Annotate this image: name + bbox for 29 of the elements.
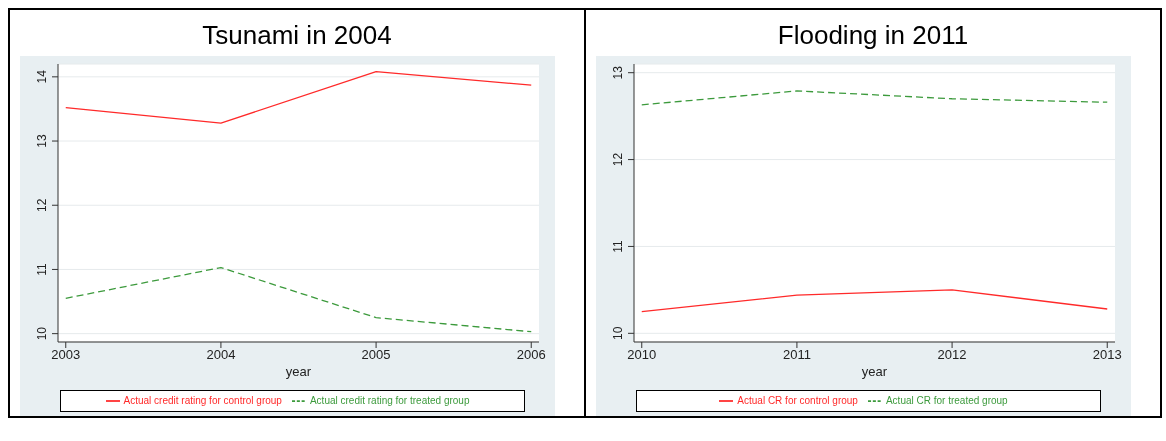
x-tick-label: 2003 xyxy=(51,347,81,363)
line-series xyxy=(65,71,532,124)
y-tick-label: 11 xyxy=(35,262,49,276)
y-tick-label: 11 xyxy=(611,239,625,253)
chart-title: Flooding in 2011 xyxy=(776,19,970,52)
legend-label: Actual CR for treated group xyxy=(885,394,1008,406)
x-tick-label: 2011 xyxy=(782,347,811,363)
legend-label: Actual CR for control group xyxy=(737,394,858,406)
x-tick-label: 2012 xyxy=(937,347,967,363)
x-axis-title: year xyxy=(861,364,888,379)
y-tick-label: 12 xyxy=(35,198,49,212)
x-axis-title: year xyxy=(285,364,312,379)
legend-label: Actual credit rating for control group xyxy=(123,394,282,406)
y-tick-label: 12 xyxy=(611,152,625,167)
line-series xyxy=(65,266,532,333)
line-series xyxy=(641,289,1108,313)
x-tick-label: 2010 xyxy=(627,347,657,363)
x-tick-label: 2013 xyxy=(1092,347,1122,363)
x-tick-label: 2006 xyxy=(516,347,546,363)
x-tick-label: 2004 xyxy=(206,347,236,363)
chart-title: Tsunami in 2004 xyxy=(201,19,393,52)
y-tick-label: 10 xyxy=(611,326,625,340)
line-series xyxy=(641,90,1108,106)
y-tick-label: 10 xyxy=(35,326,49,341)
y-tick-label: 13 xyxy=(611,65,625,80)
y-tick-label: 14 xyxy=(35,69,49,84)
legend-label: Actual credit rating for treated group xyxy=(309,394,470,406)
x-tick-label: 2005 xyxy=(361,347,391,363)
y-tick-label: 13 xyxy=(35,134,49,148)
